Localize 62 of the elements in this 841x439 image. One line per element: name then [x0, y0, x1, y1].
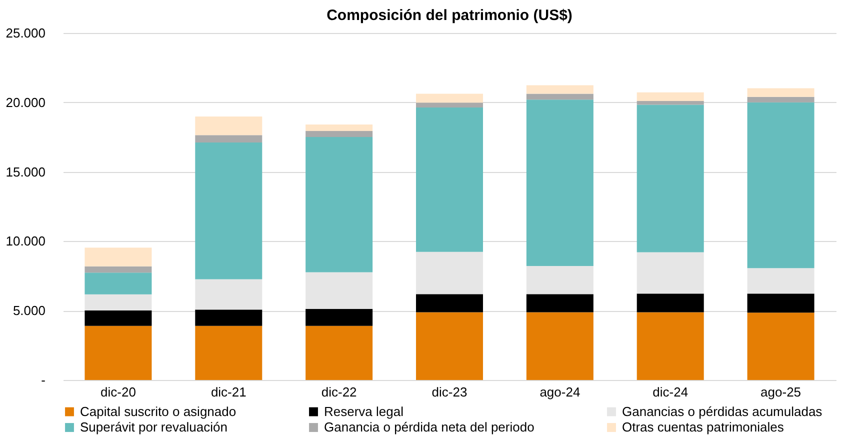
bar: [747, 294, 814, 313]
bar: [416, 102, 483, 108]
legend-label: Superávit por revaluación: [80, 420, 228, 434]
bar: [306, 136, 373, 272]
bar: [636, 252, 704, 294]
y-tick-label: -: [41, 372, 46, 388]
bar: [416, 312, 483, 380]
bar: [526, 85, 594, 94]
bar: [195, 116, 262, 136]
bar: [636, 312, 704, 380]
x-tick-label: ago-24: [540, 384, 580, 400]
x-tick-label: ago-25: [760, 384, 802, 400]
chart-title: Composición del patrimonio (US$): [326, 7, 572, 24]
bar: [84, 294, 152, 310]
bar: [84, 272, 152, 294]
bar: [306, 130, 373, 137]
x-tick-label: dic-24: [652, 384, 688, 400]
bar: [747, 102, 814, 268]
bar: [416, 294, 483, 312]
bar: [195, 142, 262, 280]
bar: [306, 272, 373, 309]
legend-label: Capital suscrito o asignado: [80, 404, 236, 419]
y-tick-label: 5.000: [12, 303, 46, 318]
bar: [416, 252, 483, 294]
bar: [747, 88, 814, 97]
bar: [526, 266, 594, 294]
bar: [526, 294, 594, 312]
bar: [306, 326, 373, 380]
bar: [195, 135, 262, 143]
bar: [84, 266, 152, 273]
x-tick-label: dic-22: [321, 384, 357, 400]
x-tick-label: dic-21: [210, 384, 246, 400]
y-tick-label: 15.000: [6, 164, 46, 180]
y-tick-label: 20.000: [6, 94, 46, 110]
bar: [195, 279, 262, 310]
bar: [84, 310, 152, 326]
bar: [84, 326, 152, 380]
bar: [636, 104, 704, 252]
bar: [747, 268, 814, 294]
bar: [306, 124, 373, 131]
bar: [84, 248, 152, 266]
bar: [306, 308, 373, 326]
x-tick-label: dic-20: [100, 384, 136, 400]
bar: [526, 94, 594, 100]
bar: [636, 101, 704, 105]
legend-label: Otras cuentas patrimoniales: [622, 420, 784, 434]
y-tick-label: 10.000: [6, 234, 46, 249]
legend-label: Ganancias o pérdidas acumuladas: [622, 404, 823, 419]
x-tick-label: dic-23: [432, 384, 468, 400]
bar: [636, 294, 704, 312]
bar: [416, 108, 483, 252]
bar: [747, 312, 814, 380]
bar: [195, 310, 262, 326]
bar: [526, 100, 594, 266]
bar: [195, 326, 262, 380]
bar: [636, 92, 704, 102]
bar: [416, 94, 483, 103]
legend-label: Reserva legal: [324, 404, 404, 419]
bar: [747, 96, 814, 102]
bar: [526, 312, 594, 380]
y-tick-label: 25.000: [6, 26, 46, 40]
legend-label: Ganancia o pérdida neta del periodo: [324, 420, 534, 434]
